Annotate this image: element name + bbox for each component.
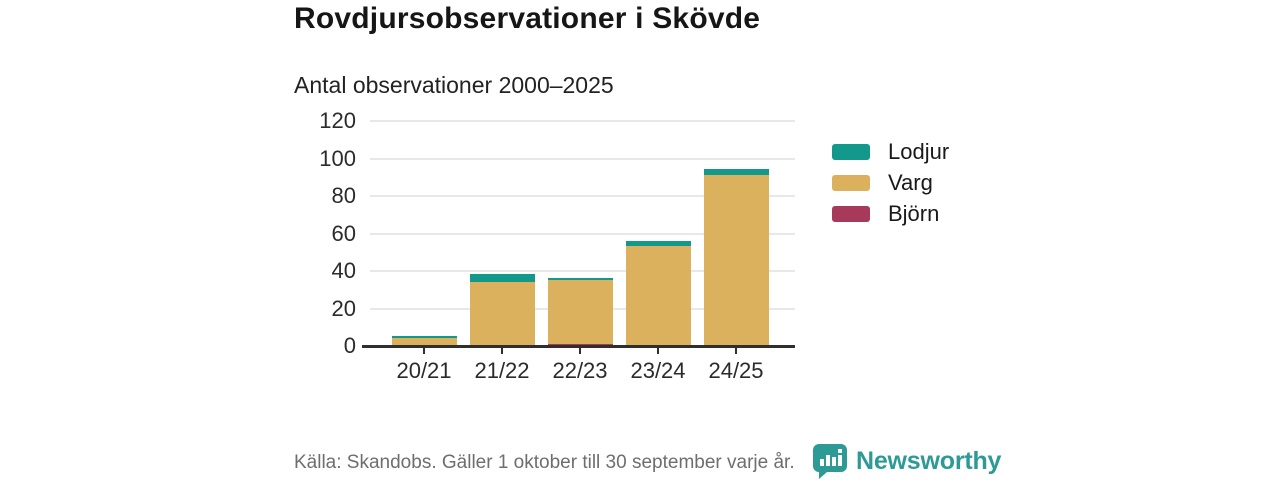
x-axis-tick-mark bbox=[579, 348, 581, 354]
bar-segment-bjorn bbox=[547, 343, 613, 346]
legend-item: Björn bbox=[832, 198, 949, 229]
bar-segment-varg bbox=[625, 246, 691, 346]
legend-label: Varg bbox=[888, 169, 933, 195]
bar-segment-varg bbox=[547, 279, 613, 344]
bar-segment-lodjur bbox=[547, 278, 613, 280]
gridline bbox=[370, 157, 795, 160]
x-axis-tick-mark bbox=[423, 348, 425, 354]
y-axis-tick-label: 0 bbox=[343, 333, 356, 358]
x-axis-tick-mark bbox=[735, 348, 737, 354]
gridline bbox=[370, 195, 795, 197]
bar-segment-lodjur bbox=[391, 336, 457, 338]
y-axis-tick-label: 20 bbox=[331, 295, 356, 321]
x-axis-tick-label: 20/21 bbox=[396, 358, 452, 383]
legend-item: Lodjur bbox=[832, 136, 949, 167]
legend-swatch bbox=[832, 205, 870, 222]
x-axis-tick-mark bbox=[657, 348, 659, 354]
newsworthy-logo-text: Newsworthy bbox=[856, 447, 1002, 475]
x-axis-tick-label: 23/24 bbox=[630, 358, 686, 383]
newsworthy-speech-bubble-icon bbox=[813, 444, 847, 479]
y-axis-tick-label: 120 bbox=[319, 108, 356, 133]
x-axis-tick-label: 22/23 bbox=[552, 358, 608, 383]
x-axis-tick-mark bbox=[501, 348, 503, 354]
y-axis-tick-label: 80 bbox=[331, 183, 356, 208]
legend-swatch bbox=[832, 174, 870, 191]
bar-segment-lodjur bbox=[703, 169, 769, 175]
legend: Lodjur Varg Björn bbox=[832, 136, 949, 229]
legend-label: Björn bbox=[888, 200, 940, 226]
bar-segment-varg bbox=[469, 281, 535, 346]
source-note: Källa: Skandobs. Gäller 1 oktober till 3… bbox=[294, 452, 795, 473]
gridline bbox=[370, 120, 795, 122]
bar-segment-varg bbox=[703, 174, 769, 346]
bar-segment-lodjur bbox=[469, 274, 535, 282]
gridline bbox=[370, 270, 795, 272]
y-axis-tick-label: 60 bbox=[331, 220, 356, 246]
x-axis-line bbox=[362, 345, 795, 348]
gridline bbox=[370, 232, 795, 235]
bar-segment-lodjur bbox=[625, 240, 691, 247]
chart-title: Rovdjursobservationer i Skövde bbox=[294, 2, 761, 35]
legend-swatch bbox=[832, 143, 870, 160]
y-axis-tick-label: 40 bbox=[331, 258, 356, 283]
y-axis-tick-label: 100 bbox=[319, 145, 356, 171]
newsworthy-logo: Newsworthy bbox=[813, 444, 1001, 479]
chart-subtitle: Antal observationer 2000–2025 bbox=[294, 72, 614, 98]
x-axis-tick-label: 21/22 bbox=[474, 358, 530, 383]
x-axis-tick-label: 24/25 bbox=[708, 358, 764, 383]
legend-label: Lodjur bbox=[888, 138, 950, 164]
legend-item: Varg bbox=[832, 167, 949, 198]
bar-segment-varg bbox=[391, 338, 457, 346]
